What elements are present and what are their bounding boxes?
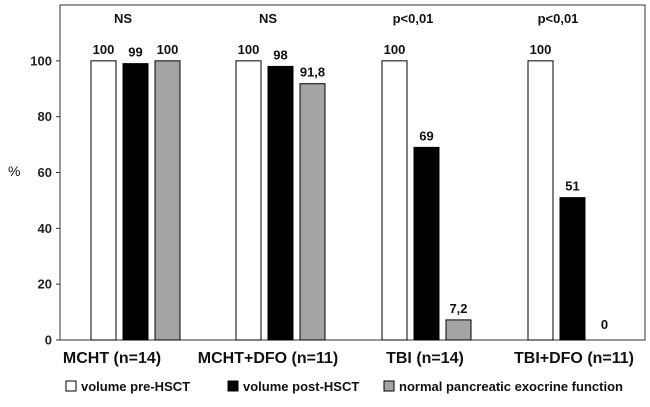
bar-volume-pre-hsct <box>381 60 408 341</box>
data-label-volume-post-hsct: 69 <box>419 128 433 143</box>
data-label-normal-pancreatic-exocrine-function: 91,8 <box>300 65 325 80</box>
data-label-normal-pancreatic-exocrine-function: 0 <box>601 317 608 332</box>
y-tick-label: 20 <box>38 277 52 292</box>
data-label-volume-pre-hsct: 100 <box>93 42 115 57</box>
data-label-normal-pancreatic-exocrine-function: 100 <box>157 42 179 57</box>
bar-volume-pre-hsct <box>90 60 117 341</box>
significance-label: p<0,01 <box>538 11 579 26</box>
bar-normal-pancreatic-exocrine-function <box>445 319 472 341</box>
bar-volume-post-hsct <box>559 197 586 341</box>
significance-label: p<0,01 <box>393 11 434 26</box>
significance-label: NS <box>114 11 132 26</box>
bar-volume-pre-hsct <box>527 60 554 341</box>
y-tick-label: 40 <box>38 221 52 236</box>
data-label-normal-pancreatic-exocrine-function: 7,2 <box>449 301 467 316</box>
bar-volume-post-hsct <box>413 146 440 341</box>
legend-label: volume post-HSCT <box>243 379 359 394</box>
legend-swatch <box>227 380 239 392</box>
data-label-volume-post-hsct: 51 <box>565 179 579 194</box>
data-label-volume-pre-hsct: 100 <box>384 42 406 57</box>
y-axis-label: % <box>8 163 20 179</box>
legend-label: normal pancreatic exocrine function <box>399 379 623 394</box>
data-label-volume-post-hsct: 98 <box>273 47 287 62</box>
data-label-volume-pre-hsct: 100 <box>238 42 260 57</box>
legend-swatch <box>383 380 395 392</box>
y-tick-label: 80 <box>38 109 52 124</box>
bar-volume-post-hsct <box>267 65 294 341</box>
category-label: TBI (n=14) <box>386 350 464 367</box>
significance-label: NS <box>259 11 277 26</box>
y-tick-label: 60 <box>38 165 52 180</box>
data-label-volume-post-hsct: 99 <box>128 45 142 60</box>
bar-normal-pancreatic-exocrine-function <box>299 83 326 341</box>
y-tick-label: 100 <box>30 53 52 68</box>
data-label-volume-pre-hsct: 100 <box>530 42 552 57</box>
bar-volume-pre-hsct <box>235 60 262 341</box>
bar-volume-post-hsct <box>122 63 149 341</box>
legend-label: volume pre-HSCT <box>81 379 190 394</box>
category-label: MCHT+DFO (n=11) <box>198 350 338 367</box>
category-label: TBI+DFO (n=11) <box>514 350 634 367</box>
bar-normal-pancreatic-exocrine-function <box>154 60 181 341</box>
y-tick-label: 0 <box>45 333 52 348</box>
category-label: MCHT (n=14) <box>63 350 161 367</box>
legend-swatch <box>65 380 77 392</box>
